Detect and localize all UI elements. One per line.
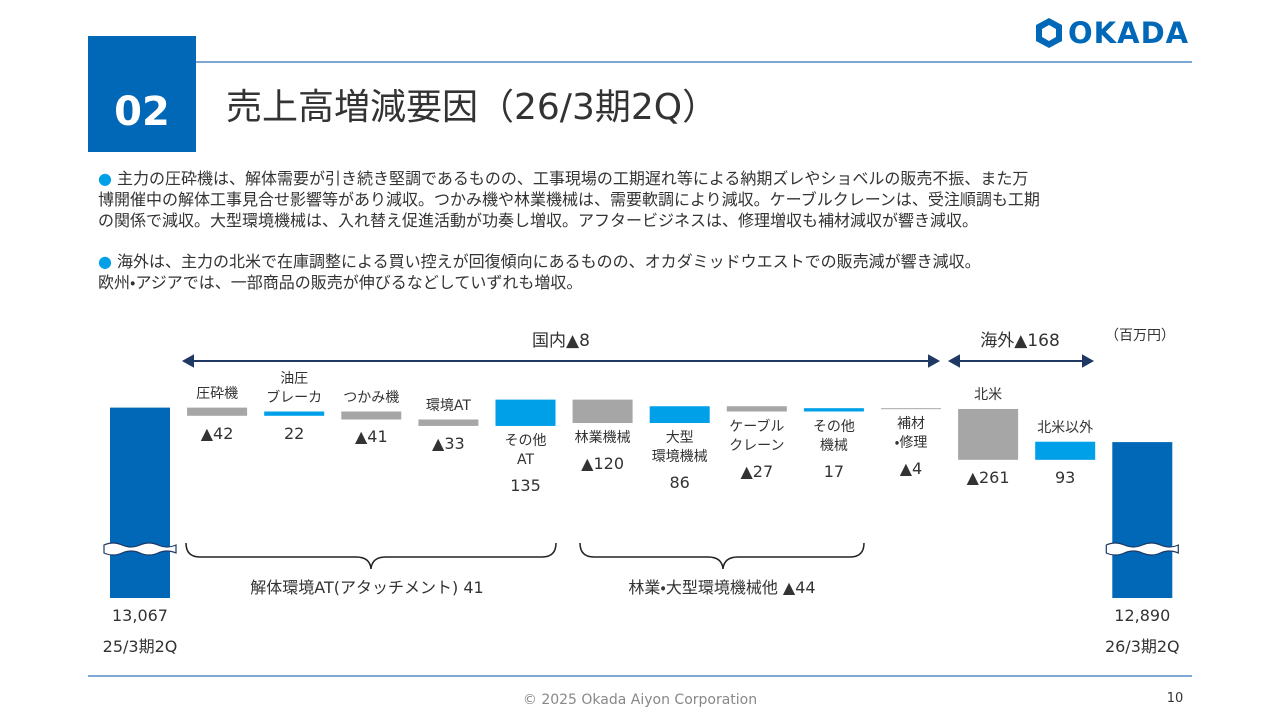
value-label: ▲261 [966, 467, 1010, 487]
category-label: 北米以外 [1037, 419, 1094, 436]
delta-bar [803, 408, 864, 412]
range-arrows [181, 354, 1095, 368]
domestic-label: 国内▲8 [532, 331, 590, 351]
value-label: ▲33 [432, 433, 465, 453]
category-label: その他 AT [504, 432, 547, 468]
value-label: ▲4 [899, 458, 923, 478]
category-label: 圧砕機 [196, 385, 239, 402]
value-label: 12,890 [1114, 606, 1171, 625]
category-label: 26/3期2Q [1104, 637, 1180, 656]
category-label: 林業機械 [574, 430, 631, 446]
text: 主力の圧砕機は、解体需要が引き続き堅調であるものの、工事現場の工期遅れ等による納… [117, 169, 1029, 188]
delta-bar [264, 411, 325, 416]
category-label: その他 機械 [812, 418, 855, 454]
value-label: 93 [1055, 467, 1076, 487]
value-label: ▲27 [740, 461, 774, 481]
unit: （百万円） [1105, 328, 1175, 344]
value-label: ▲120 [581, 454, 625, 473]
value-label: ▲42 [200, 423, 234, 443]
value-label: 13,067 [112, 606, 168, 625]
copyright: © 2025 Okada Aiyon Corporation [522, 692, 758, 708]
group-label: 解体環境AT(アタッチメント) 41 [250, 578, 484, 597]
category-label: 油圧 ブレーカ [266, 370, 323, 406]
delta-bar [649, 406, 710, 424]
bullet-line: 博開催中の解体工事見合せ影響等があり減収。つかみ機や林業機械は、需要軟調により減… [98, 190, 1040, 209]
bullet-line: 欧州・アジアでは、一部商品の販売が伸びるなどしていずれも増収。 [98, 273, 583, 292]
bullet-line: の関係で減収。大型環境機械は、入れ替え促進活動が功奏し増収。アフタービジネスは、… [98, 211, 979, 230]
bullet: ● 海外は、主力の北米で在庫調整による買い控えが回復傾向にあるものの、オカダミッ… [98, 251, 1208, 293]
delta-bar [418, 419, 479, 426]
axis-break [103, 542, 177, 556]
category-label: 環境AT [425, 397, 471, 414]
value-label: 22 [284, 423, 305, 443]
value-label: 17 [823, 461, 845, 481]
total-bar [110, 407, 170, 598]
page-number: 10 [1166, 691, 1184, 706]
logo-text: OKADA [1068, 16, 1190, 50]
logo-icon-inner [1042, 25, 1056, 41]
value-label: ▲41 [354, 427, 388, 447]
category-label: 25/3期2Q [102, 637, 178, 656]
number-box [88, 36, 196, 152]
delta-bar [341, 411, 402, 420]
category-label: つかみ機 [343, 389, 400, 406]
delta-bar [495, 399, 556, 426]
category-label: 北米 [974, 386, 1003, 403]
braces [185, 542, 865, 570]
bullet: ● 主力の圧砕機は、解体需要が引き続き堅調であるものの、工事現場の工期遅れ等によ… [98, 168, 1208, 231]
axis-break [1105, 542, 1179, 556]
delta-bar [187, 407, 248, 416]
delta-bar [958, 408, 1019, 460]
category-label: 大型 環境機械 [651, 430, 708, 465]
delta-bar [726, 406, 787, 412]
slide-title: 売上高増減要因（26/3期2Q） [226, 87, 719, 128]
delta-bar [572, 399, 633, 424]
bullet-line: ● 主力の圧砕機は、解体需要が引き続き堅調であるものの、工事現場の工期遅れ等によ… [98, 169, 1029, 188]
text: 海外は、主力の北米で在庫調整による買い控えが回復傾向にあるものの、オカダミッドウ… [117, 252, 981, 271]
total-bar [1112, 442, 1173, 598]
bullet-line: ● 海外は、主力の北米で在庫調整による買い控えが回復傾向にあるものの、オカダミッ… [98, 252, 981, 271]
overseas-label: 海外▲168 [980, 331, 1060, 351]
value-label: 135 [510, 475, 541, 495]
group-label: 林業・大型環境機械他 ▲44 [628, 578, 816, 597]
delta-bar [881, 408, 941, 410]
delta-bar [1035, 441, 1096, 460]
value-label: 86 [669, 473, 690, 492]
category-label: ケーブル クレーン [729, 418, 785, 454]
category-label: 補材 ・修理 [894, 415, 928, 451]
section-number: 02 [114, 89, 170, 135]
